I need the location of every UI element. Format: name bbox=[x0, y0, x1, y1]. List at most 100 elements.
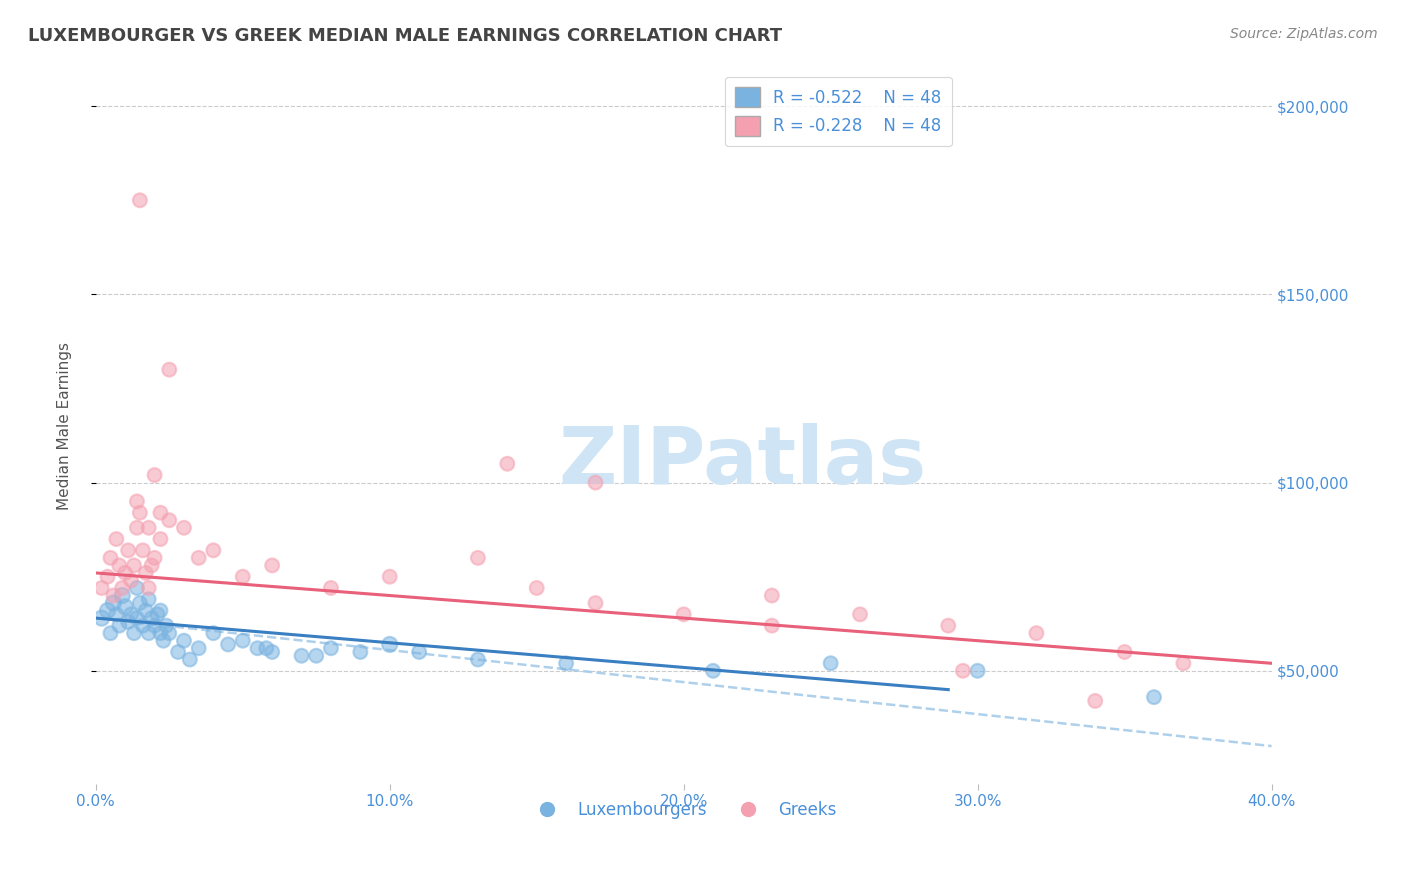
Point bbox=[128, 596, 150, 610]
Point bbox=[232, 570, 254, 584]
Point bbox=[152, 633, 174, 648]
Point bbox=[555, 657, 578, 671]
Point bbox=[936, 618, 959, 632]
Point bbox=[103, 596, 125, 610]
Point bbox=[155, 618, 177, 632]
Point bbox=[585, 475, 607, 490]
Point bbox=[202, 543, 225, 558]
Text: Source: ZipAtlas.com: Source: ZipAtlas.com bbox=[1230, 27, 1378, 41]
Point bbox=[114, 599, 136, 614]
Point bbox=[1114, 645, 1136, 659]
Point bbox=[378, 637, 401, 651]
Y-axis label: Median Male Earnings: Median Male Earnings bbox=[58, 343, 72, 510]
Point bbox=[157, 513, 180, 527]
Point bbox=[408, 645, 430, 659]
Point bbox=[111, 581, 134, 595]
Point bbox=[122, 558, 145, 573]
Point bbox=[187, 641, 209, 656]
Point bbox=[117, 543, 139, 558]
Point bbox=[125, 494, 148, 508]
Point bbox=[378, 570, 401, 584]
Point bbox=[141, 611, 163, 625]
Point bbox=[146, 607, 169, 622]
Point bbox=[120, 607, 142, 622]
Point bbox=[90, 581, 112, 595]
Point bbox=[125, 581, 148, 595]
Point bbox=[149, 626, 172, 640]
Point bbox=[125, 521, 148, 535]
Point bbox=[820, 657, 842, 671]
Point bbox=[202, 626, 225, 640]
Point bbox=[262, 558, 284, 573]
Point bbox=[262, 645, 284, 659]
Point bbox=[149, 532, 172, 546]
Point bbox=[105, 607, 128, 622]
Point bbox=[128, 506, 150, 520]
Point bbox=[952, 664, 974, 678]
Point bbox=[217, 637, 239, 651]
Point bbox=[132, 543, 155, 558]
Point bbox=[167, 645, 190, 659]
Point bbox=[290, 648, 312, 663]
Point bbox=[232, 633, 254, 648]
Point bbox=[96, 570, 118, 584]
Point bbox=[143, 550, 166, 565]
Point bbox=[187, 550, 209, 565]
Point bbox=[120, 574, 142, 588]
Point bbox=[157, 362, 180, 376]
Point bbox=[117, 615, 139, 629]
Point bbox=[138, 592, 160, 607]
Point bbox=[96, 604, 118, 618]
Point bbox=[526, 581, 548, 595]
Point bbox=[149, 604, 172, 618]
Point bbox=[138, 626, 160, 640]
Point bbox=[966, 664, 988, 678]
Point bbox=[90, 611, 112, 625]
Point bbox=[254, 641, 277, 656]
Point bbox=[135, 604, 157, 618]
Point bbox=[179, 652, 201, 666]
Point bbox=[1025, 626, 1047, 640]
Point bbox=[100, 626, 122, 640]
Point bbox=[138, 581, 160, 595]
Point bbox=[122, 626, 145, 640]
Point bbox=[141, 558, 163, 573]
Point bbox=[761, 589, 783, 603]
Point bbox=[467, 652, 489, 666]
Point bbox=[173, 521, 195, 535]
Point bbox=[173, 633, 195, 648]
Point bbox=[319, 641, 342, 656]
Text: ZIPatlas: ZIPatlas bbox=[558, 423, 927, 501]
Point bbox=[108, 618, 131, 632]
Legend: Luxembourgers, Greeks: Luxembourgers, Greeks bbox=[524, 794, 844, 825]
Point bbox=[143, 468, 166, 483]
Point bbox=[111, 589, 134, 603]
Text: LUXEMBOURGER VS GREEK MEDIAN MALE EARNINGS CORRELATION CHART: LUXEMBOURGER VS GREEK MEDIAN MALE EARNIN… bbox=[28, 27, 782, 45]
Point bbox=[585, 596, 607, 610]
Point bbox=[496, 457, 519, 471]
Point bbox=[114, 566, 136, 580]
Point bbox=[132, 618, 155, 632]
Point bbox=[149, 506, 172, 520]
Point bbox=[1143, 690, 1166, 705]
Point bbox=[143, 618, 166, 632]
Point bbox=[672, 607, 695, 622]
Point bbox=[305, 648, 328, 663]
Point bbox=[105, 532, 128, 546]
Point bbox=[157, 626, 180, 640]
Point bbox=[103, 589, 125, 603]
Point bbox=[349, 645, 371, 659]
Point bbox=[319, 581, 342, 595]
Point bbox=[138, 521, 160, 535]
Point bbox=[849, 607, 872, 622]
Point bbox=[125, 611, 148, 625]
Point bbox=[246, 641, 269, 656]
Point bbox=[128, 194, 150, 208]
Point bbox=[100, 550, 122, 565]
Point bbox=[135, 566, 157, 580]
Point bbox=[761, 618, 783, 632]
Point bbox=[108, 558, 131, 573]
Point bbox=[467, 550, 489, 565]
Point bbox=[1084, 694, 1107, 708]
Point bbox=[702, 664, 724, 678]
